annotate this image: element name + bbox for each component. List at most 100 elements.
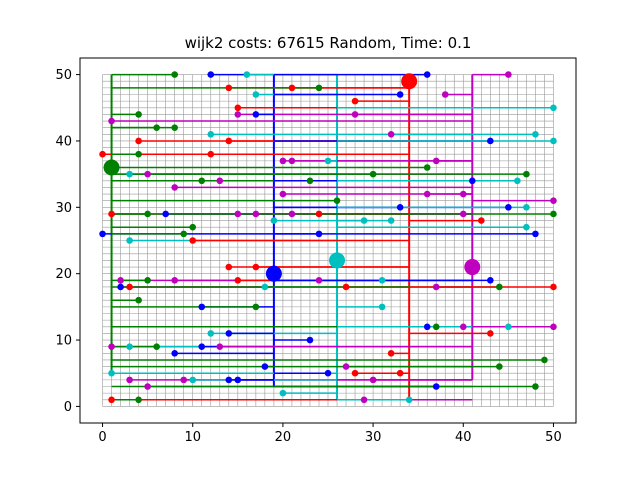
house-point: [135, 296, 142, 304]
battery-point: [464, 259, 481, 276]
house-point: [550, 197, 557, 204]
house-point: [243, 71, 251, 78]
house-point: [225, 84, 233, 92]
house-point: [270, 217, 278, 224]
house-point: [216, 177, 224, 185]
house-point: [135, 137, 142, 145]
battery-point: [329, 252, 346, 269]
house-point: [99, 150, 106, 158]
house-point: [369, 376, 377, 384]
house-point: [180, 376, 188, 384]
house-point: [207, 150, 215, 158]
house-point: [378, 303, 386, 311]
house-point: [405, 396, 413, 404]
y-tick-label: 10: [55, 334, 72, 349]
house-point: [487, 330, 494, 337]
house-point: [288, 84, 296, 92]
x-tick-label: 30: [365, 430, 382, 445]
house-point: [387, 131, 395, 138]
house-point: [288, 210, 296, 218]
y-tick-label: 0: [64, 400, 72, 415]
house-point: [550, 210, 557, 218]
house-point: [423, 190, 431, 198]
house-point: [432, 157, 440, 165]
house-point: [432, 283, 440, 291]
house-point: [487, 277, 494, 284]
house-point: [505, 71, 512, 78]
house-point: [207, 131, 215, 138]
house-point: [189, 223, 197, 231]
x-tick-label: 0: [98, 430, 106, 445]
house-point: [252, 91, 260, 98]
house-point: [396, 369, 404, 377]
house-point: [99, 230, 106, 238]
house-point: [387, 217, 395, 224]
house-point: [261, 363, 269, 370]
house-point: [342, 363, 350, 370]
house-point: [550, 137, 557, 145]
house-point: [135, 150, 142, 158]
house-point: [550, 104, 557, 112]
house-point: [108, 369, 115, 377]
house-point: [171, 124, 178, 131]
house-point: [360, 217, 368, 224]
house-point: [333, 197, 341, 204]
house-point: [459, 210, 467, 218]
house-point: [117, 283, 124, 291]
house-point: [279, 157, 287, 165]
house-point: [505, 204, 512, 211]
house-point: [198, 343, 206, 350]
house-point: [108, 396, 115, 404]
house-point: [423, 164, 431, 171]
house-point: [216, 343, 224, 350]
house-point: [514, 177, 521, 185]
battery-point: [401, 73, 418, 90]
house-point: [252, 303, 260, 311]
house-point: [234, 376, 242, 384]
house-point: [288, 157, 296, 165]
y-tick-label: 50: [55, 68, 72, 83]
house-point: [225, 137, 233, 145]
house-point: [423, 323, 431, 331]
house-point: [225, 376, 233, 384]
house-point: [306, 177, 314, 185]
battery-point: [103, 159, 120, 176]
house-point: [378, 277, 386, 284]
y-tick-label: 20: [55, 267, 72, 282]
house-point: [126, 237, 133, 244]
x-tick-label: 20: [275, 430, 292, 445]
house-point: [532, 383, 539, 390]
house-point: [459, 190, 467, 198]
house-point: [162, 210, 169, 218]
house-point: [279, 389, 287, 397]
house-point: [108, 117, 115, 125]
house-point: [171, 350, 178, 357]
house-point: [315, 277, 323, 284]
house-point: [225, 330, 233, 337]
house-point: [342, 283, 350, 291]
house-point: [315, 230, 323, 238]
house-point: [144, 210, 151, 218]
house-point: [459, 323, 467, 331]
house-point: [441, 91, 449, 98]
house-point: [423, 71, 431, 78]
house-point: [144, 277, 151, 284]
house-point: [198, 303, 206, 311]
house-point: [523, 204, 530, 211]
house-point: [207, 330, 215, 337]
x-tick-label: 50: [545, 430, 562, 445]
house-point: [351, 97, 359, 105]
house-point: [126, 343, 133, 350]
house-point: [541, 356, 548, 364]
plot-frame: [79, 57, 577, 424]
x-tick-label: 10: [184, 430, 201, 445]
y-tick-label: 40: [55, 134, 72, 149]
house-point: [468, 177, 476, 185]
house-point: [198, 177, 206, 185]
house-point: [207, 71, 215, 78]
battery-markers: [103, 73, 481, 282]
house-point: [369, 170, 377, 178]
house-point: [126, 170, 133, 178]
house-point: [144, 383, 151, 390]
